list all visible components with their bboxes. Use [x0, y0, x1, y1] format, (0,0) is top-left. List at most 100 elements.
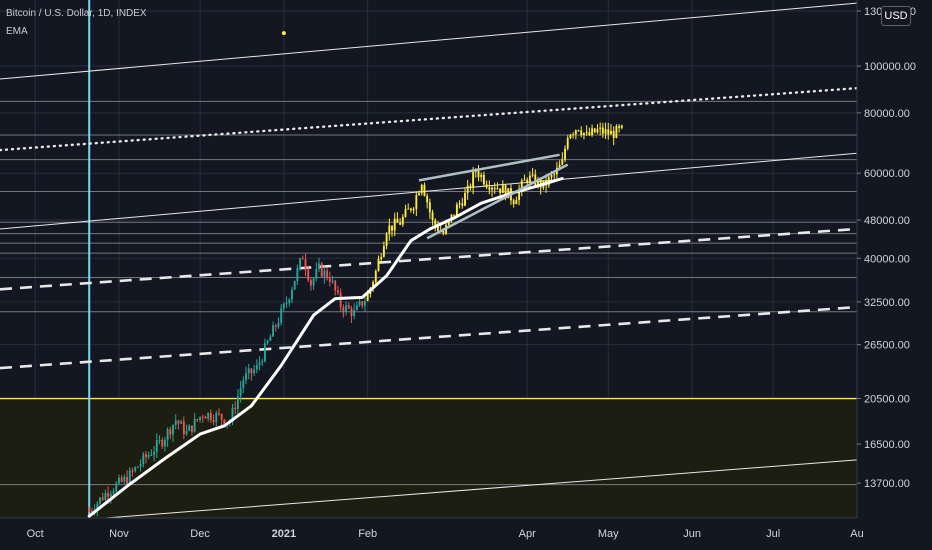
candle-body [620, 125, 623, 128]
candle-body [485, 184, 488, 188]
candle-body [128, 470, 131, 484]
candle-body [520, 180, 523, 190]
candle-body [263, 343, 266, 362]
candle-body [577, 130, 580, 132]
price-tick-label: 20500.00 [864, 394, 910, 406]
candle-body [604, 129, 607, 134]
candle-body [596, 128, 599, 133]
candle-body [450, 214, 453, 221]
candle-body [572, 134, 575, 136]
candle-body [553, 174, 556, 176]
candle-body [372, 282, 375, 289]
candle-body [99, 497, 101, 504]
candle-body [199, 416, 202, 420]
candle-body [258, 362, 261, 365]
candle-body [193, 419, 196, 432]
candle-body [550, 175, 553, 178]
candle-body [504, 184, 507, 199]
candle-body [191, 425, 193, 432]
candle-body [150, 454, 153, 456]
candle-body [474, 170, 477, 172]
time-axis-background [0, 518, 932, 550]
candle-body [358, 301, 361, 306]
candle-body [220, 413, 223, 420]
candle-body [107, 492, 110, 497]
time-axis[interactable]: Oct Nov Dec 2021 Feb Apr May Jun Jul Au [0, 517, 932, 550]
candle-body [385, 234, 388, 247]
candle-body [131, 470, 134, 472]
candle-body [401, 216, 404, 225]
candle-body [239, 387, 242, 396]
time-tick-label: 2021 [272, 528, 296, 540]
candle-body [312, 278, 315, 286]
candle-body [447, 220, 450, 225]
candle-body [488, 187, 491, 190]
candle-body [304, 259, 307, 270]
candle-body [174, 420, 177, 425]
candle-body [434, 220, 437, 226]
candle-body [601, 127, 604, 134]
trendline-dashed [0, 227, 858, 291]
candle-body [109, 493, 112, 497]
candle-body [409, 208, 412, 211]
candle-body [182, 421, 185, 435]
candle-body [266, 340, 269, 344]
trendline-solid [0, 2, 858, 80]
price-tick-label: 26500.00 [864, 340, 910, 352]
candle-body [564, 148, 566, 160]
candle-body [296, 268, 299, 281]
candle-body [90, 511, 93, 513]
candle-body [515, 200, 518, 205]
candle-body [566, 137, 569, 149]
candle-body [307, 269, 310, 281]
candle-body [355, 305, 358, 310]
price-tick-label: 48000.00 [864, 215, 910, 227]
candle-body [588, 132, 591, 135]
candle-body [342, 307, 345, 312]
candle-body [353, 309, 356, 317]
candle-body [136, 466, 139, 468]
candle-body [615, 126, 618, 138]
candle-body [366, 294, 369, 301]
price-tick-label: 60000.00 [864, 168, 910, 180]
currency-button[interactable]: USD [881, 6, 911, 26]
candle-body [469, 185, 472, 188]
candle-body [201, 416, 204, 418]
candle-body [361, 301, 364, 306]
candle-body [123, 476, 126, 482]
candle-body [534, 174, 537, 186]
candle-body [188, 425, 191, 431]
candle-body [388, 225, 391, 235]
candle-body [207, 412, 210, 419]
candle-body [315, 268, 318, 279]
time-tick-label: May [598, 528, 619, 540]
indicator-label[interactable]: EMA [6, 26, 28, 37]
candle-body [428, 202, 431, 213]
candle-body [496, 188, 499, 190]
candle-body [96, 503, 99, 511]
candle-body [491, 187, 493, 190]
candle-body [245, 373, 247, 381]
candle-body [328, 278, 331, 282]
candle-body [591, 128, 594, 135]
trendline-dotted [0, 86, 859, 152]
candle-body [523, 179, 526, 181]
candle-body [253, 369, 256, 374]
time-tick-label: Jul [766, 528, 780, 540]
candle-body [126, 476, 129, 484]
candle-body [134, 467, 137, 472]
candle-body [374, 270, 377, 283]
candle-body [218, 413, 220, 415]
candle-body [458, 203, 461, 205]
candle-body [153, 451, 156, 455]
candle-body [323, 270, 326, 277]
candle-body [104, 492, 107, 500]
candle-body [593, 128, 596, 133]
price-axis[interactable]: 130000.00100000.0080000.0060000.0048000.… [856, 0, 932, 550]
candle-body [396, 218, 399, 223]
horizontal-levels [0, 100, 857, 486]
candle-body [569, 135, 572, 138]
candle-body [215, 413, 218, 422]
price-tick-label: 100000.00 [864, 61, 916, 73]
